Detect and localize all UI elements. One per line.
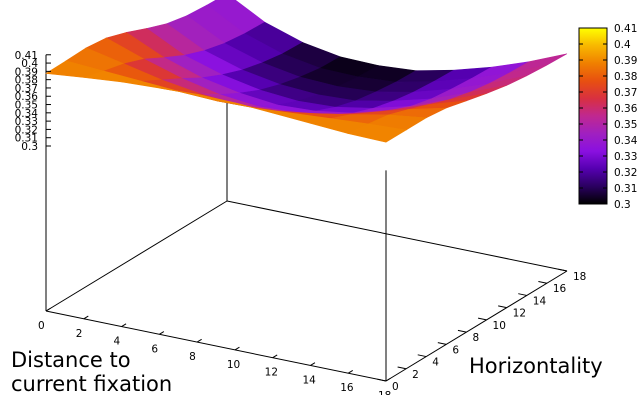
y-tick-mark bbox=[538, 280, 547, 284]
y-tick-label: 18 bbox=[573, 271, 586, 283]
y-axis-line bbox=[385, 270, 568, 382]
y-tick-label: 16 bbox=[553, 283, 567, 295]
x-axis-ticks: 0 2 4 6 8 10 12 14 16 18 bbox=[38, 307, 391, 395]
x-tick-label: 18 bbox=[378, 390, 391, 395]
colorbar-tick-label: 0.3 bbox=[614, 199, 631, 211]
x-tick-label: 0 bbox=[38, 320, 45, 332]
x-tick-mark bbox=[310, 362, 316, 366]
z-tick-label: 0.37 bbox=[15, 83, 38, 95]
y-tick-mark bbox=[437, 342, 447, 345]
z-tick-label: 0.38 bbox=[15, 75, 38, 87]
y-axis-title: Horizontality bbox=[469, 354, 603, 378]
y-tick-label: 2 bbox=[412, 369, 419, 381]
y-tick-mark bbox=[477, 317, 487, 321]
y-tick-mark bbox=[417, 354, 427, 358]
z-tick-label: 0.35 bbox=[15, 100, 38, 112]
y-tick-mark bbox=[377, 378, 387, 382]
y-tick-mark bbox=[397, 366, 407, 370]
y-tick-mark bbox=[498, 305, 507, 309]
y-tick-label: 10 bbox=[493, 320, 506, 332]
colorbar-tick-label: 0.35 bbox=[614, 119, 637, 131]
colorbar-tick-label: 0.33 bbox=[614, 151, 637, 163]
colorbar-tick-label: 0.36 bbox=[614, 103, 638, 115]
y-tick-label: 14 bbox=[533, 295, 547, 307]
colorbar-tick-label: 0.41 bbox=[614, 23, 637, 35]
y-tick-label: 0 bbox=[392, 381, 399, 393]
z-tick-label: 0.39 bbox=[15, 66, 38, 78]
x-axis-line bbox=[45, 310, 387, 382]
x-tick-mark bbox=[234, 346, 240, 351]
x-axis-title: Distance to current fixation bbox=[11, 348, 173, 396]
z-tick-label: 0.41 bbox=[15, 50, 38, 62]
floor-back-left-edge bbox=[45, 200, 228, 312]
x-tick-mark bbox=[83, 315, 89, 320]
colorbar-tick-label: 0.37 bbox=[614, 87, 637, 99]
x-tick-label: 6 bbox=[151, 343, 158, 355]
x-tick-label: 8 bbox=[189, 351, 196, 363]
x-tick-mark bbox=[196, 338, 202, 343]
y-tick-label: 4 bbox=[432, 357, 439, 369]
y-tick-label: 6 bbox=[452, 344, 459, 356]
x-tick-mark bbox=[272, 354, 278, 359]
z-tick-label: 0.4 bbox=[21, 58, 38, 70]
colorbar: 0.3 0.31 0.32 0.33 0.34 0.35 0.36 0.37 0.38 0.39 0… bbox=[578, 23, 638, 211]
x-tick-label: 14 bbox=[302, 374, 316, 386]
x-tick-label: 10 bbox=[227, 359, 240, 371]
colorbar-tick-label: 0.31 bbox=[614, 183, 637, 195]
x-tick-label: 2 bbox=[76, 328, 83, 340]
y-tick-label: 8 bbox=[472, 332, 479, 344]
surface-mesh bbox=[45, 0, 568, 143]
colorbar-tick-label: 0.38 bbox=[614, 71, 637, 83]
z-tick-label: 0.33 bbox=[15, 116, 38, 128]
y-tick-mark bbox=[558, 268, 568, 272]
z-axis-ticks: 0.30.310.320.330.340.350.360.370.380.390… bbox=[15, 50, 51, 153]
x-tick-label: 4 bbox=[114, 336, 121, 348]
z-tick-label: 0.36 bbox=[15, 91, 39, 103]
colorbar-gradient bbox=[578, 27, 608, 205]
z-tick-label: 0.31 bbox=[15, 133, 38, 145]
colorbar-tick-label: 0.34 bbox=[614, 135, 638, 147]
x-tick-label: 12 bbox=[265, 367, 278, 379]
y-tick-mark bbox=[457, 329, 467, 333]
z-tick-label: 0.34 bbox=[15, 108, 39, 120]
colorbar-tick-label: 0.39 bbox=[614, 55, 637, 67]
x-tick-label: 16 bbox=[340, 382, 354, 394]
x-tick-mark bbox=[347, 370, 354, 374]
x-tick-mark bbox=[121, 323, 127, 327]
floor-back-edge bbox=[226, 200, 568, 272]
colorbar-tick-label: 0.32 bbox=[614, 167, 637, 179]
z-tick-label: 0.3 bbox=[21, 141, 38, 153]
x-tick-mark bbox=[159, 331, 165, 335]
y-tick-mark bbox=[518, 293, 527, 296]
colorbar-tick-label: 0.4 bbox=[614, 39, 631, 51]
surface-cell-8-0 bbox=[347, 123, 407, 143]
y-axis-ticks: 0 2 4 6 8 10 12 14 16 18 bbox=[377, 268, 586, 393]
x-tick-mark bbox=[45, 307, 51, 312]
x-tick-mark bbox=[385, 377, 391, 382]
z-tick-label: 0.32 bbox=[15, 124, 38, 136]
y-tick-label: 12 bbox=[513, 308, 526, 320]
